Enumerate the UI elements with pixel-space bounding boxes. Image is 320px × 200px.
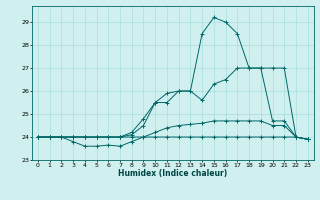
X-axis label: Humidex (Indice chaleur): Humidex (Indice chaleur) [118, 169, 228, 178]
